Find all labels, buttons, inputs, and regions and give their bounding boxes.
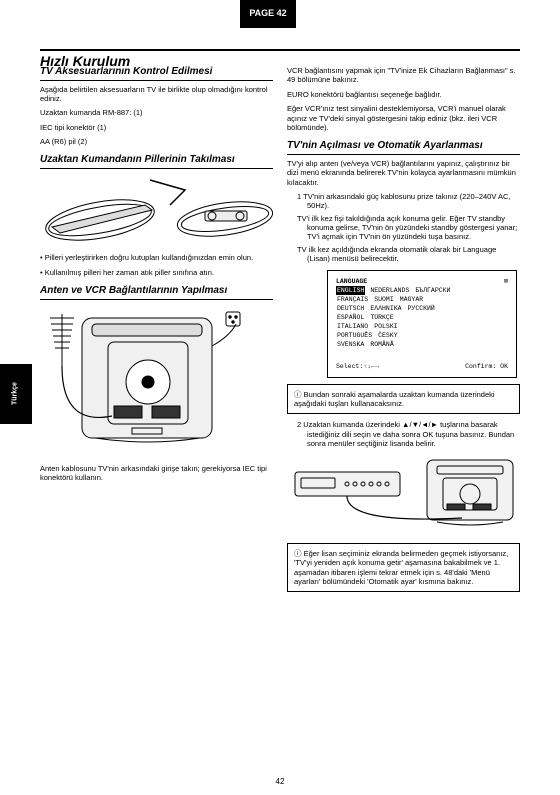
vcr-tv-illustration [287, 454, 520, 536]
lang-it: ITALIANO [336, 322, 369, 331]
right-column: VCR bağlantısını yapmak için "TV'inize E… [287, 66, 520, 598]
tv-rear-illustration [40, 306, 273, 458]
autotune-intro: TV'yi alıp anten (ve/veya VCR) bağlantıl… [287, 159, 520, 187]
lang-es: ESPAÑOL [336, 313, 365, 322]
info-icon-2: ⓘ [294, 549, 304, 558]
step-list: 1 TV'nin arkasındaki güç kablosunu prize… [287, 192, 520, 264]
info-text-2: Eğer lisan seçiminiz ekranda belirmeden … [294, 549, 508, 586]
step-2: 2 Uzaktan kumanda üzerindeki ▲/▼/◄/► tuş… [297, 420, 520, 448]
info-box-remote-keys: ⓘ Bundan sonraki aşamalarda uzaktan kuma… [287, 384, 520, 415]
accessories-batteries: AA (R6) pil (2) [40, 137, 273, 146]
info-icon: ⓘ [294, 390, 304, 399]
lang-pt: PORTUGUÊS [336, 331, 373, 340]
section-accessories-title: TV Aksesuarlarının Kontrol Edilmesi [40, 66, 273, 81]
accessories-remote: Uzaktan kumanda RM-887: (1) [40, 108, 273, 117]
vcr-ref-1: VCR bağlantısını yapmak için "TV'inize E… [287, 66, 520, 85]
lang-cs: ČESKY [377, 331, 399, 340]
exit-icon: ⊠ [504, 277, 508, 286]
lang-pl: POLSKI [373, 322, 398, 331]
lang-de: DEUTSCH [336, 304, 365, 313]
lang-tr: TÜRKÇE [369, 313, 394, 322]
osd-select-hint: Select:↑↓←→ [336, 362, 379, 371]
step-list-2: 2 Uzaktan kumanda üzerindeki ▲/▼/◄/► tuş… [287, 420, 520, 448]
osd-language-menu: LANGUAGE ⊠ ENGLISH NEDERLANDS БЪЛГАРСКИ FRA… [327, 270, 517, 378]
battery-note-2: • Kullanılmış pilleri her zaman atık pil… [40, 268, 273, 277]
section-autotune-title: TV'nin Açılması ve Otomatik Ayarlanması [287, 140, 520, 155]
lang-fr: FRANÇAIS [336, 295, 369, 304]
lang-fi: SUOMI [373, 295, 395, 304]
osd-confirm-hint: Confirm: OK [465, 362, 508, 371]
left-column: TV Aksesuarlarının Kontrol Edilmesi Aşağ… [40, 66, 273, 598]
vcr-ref-3: Eğer VCR'ınız test sinyalini desteklemiy… [287, 104, 520, 132]
antenna-instruction: Anten kablosunu TV'nin arkasındaki giriş… [40, 464, 273, 483]
side-language-tab: Türkçe [0, 364, 32, 424]
lang-sv: SVENSKA [336, 340, 365, 349]
battery-note-1: • Pilleri yerleştirirken doğru kutupları… [40, 253, 273, 262]
section-batteries-title: Uzaktan Kumandanın Pillerinin Takılması [40, 154, 273, 169]
page-badge: PAGE 42 [240, 0, 296, 28]
section-antenna-title: Anten ve VCR Bağlantılarının Yapılması [40, 285, 273, 300]
info-box-reset: ⓘ Eğer lisan seçiminiz ekranda belirmede… [287, 543, 520, 593]
step-1: 1 TV'nin arkasındaki güç kablosunu prize… [297, 192, 520, 211]
lang-el: ΕΛΛΗΝΙΚΑ [369, 304, 402, 313]
lang-ru: РУССКИЙ [407, 304, 436, 313]
lang-bg: БЪЛГАРСКИ [414, 286, 451, 295]
step-1c: TV ilk kez açıldığında ekranda otomatik … [297, 245, 520, 264]
step-1b: TV'i ilk kez fişi takıldığında açık konu… [297, 214, 520, 242]
lang-nl: NEDERLANDS [369, 286, 410, 295]
page-number: 42 [0, 777, 560, 787]
accessories-intro: Aşağıda belirtilen aksesuarların TV ile … [40, 85, 273, 104]
vcr-ref-2: EURO konektörü bağlantısı seçeneğe bağlı… [287, 90, 520, 99]
osd-title: LANGUAGE [336, 277, 367, 286]
lang-hu: MAGYAR [399, 295, 424, 304]
info-text-1: Bundan sonraki aşamalarda uzaktan kumand… [294, 390, 495, 408]
lang-ro: ROMÂNĂ [369, 340, 394, 349]
lang-en: ENGLISH [336, 286, 365, 295]
content-area: TV Aksesuarlarının Kontrol Edilmesi Aşağ… [40, 66, 520, 598]
remote-battery-illustration [40, 175, 273, 247]
accessories-connector: IEC tipi konektör (1) [40, 123, 273, 132]
